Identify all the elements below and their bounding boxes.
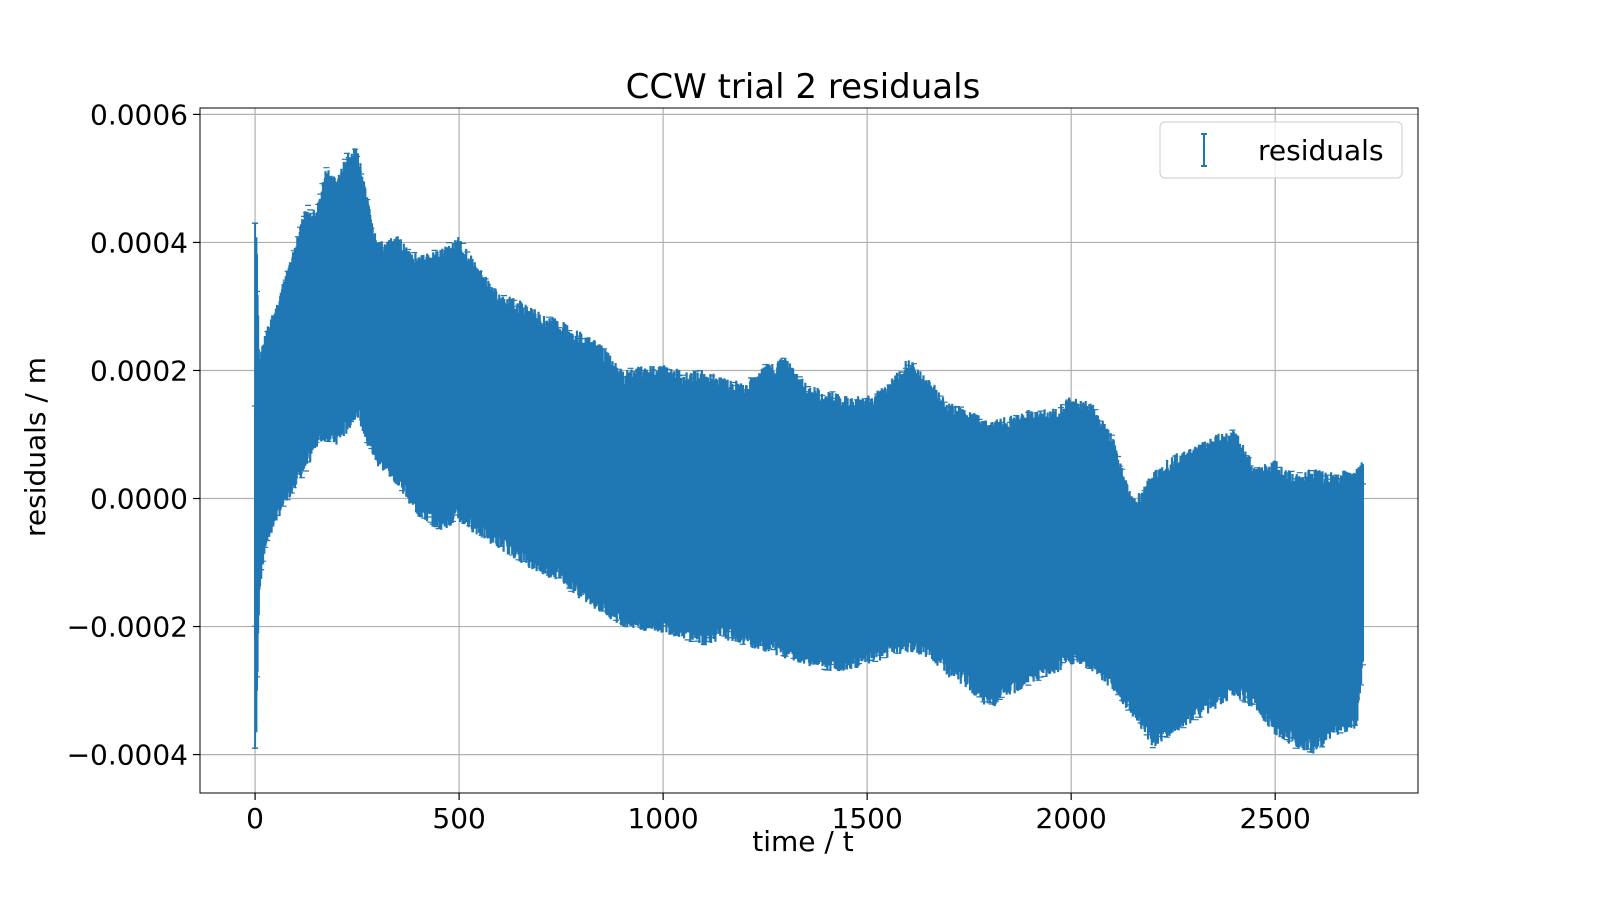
y-tick-label: −0.0004	[67, 739, 188, 772]
y-tick-label: 0.0002	[90, 354, 188, 387]
y-tick-label: 0.0004	[90, 226, 188, 259]
x-tick-label: 2500	[1240, 802, 1311, 835]
legend-errorbar-icon	[1201, 133, 1207, 167]
x-tick-label: 1500	[832, 802, 903, 835]
x-tick-label: 0	[246, 802, 264, 835]
x-tick-label: 2000	[1036, 802, 1107, 835]
legend: residuals	[1159, 121, 1403, 179]
data-series-residuals	[252, 148, 1366, 754]
plot-frame	[199, 107, 1419, 794]
legend-box	[1159, 121, 1403, 179]
y-axis-label: residuals / m	[19, 357, 52, 537]
y-tick-label: 0.0006	[90, 98, 188, 131]
chart-title: CCW trial 2 residuals	[626, 67, 981, 107]
x-tick-label: 500	[432, 802, 485, 835]
axis-ticks: 0 500 1000 1500 2000 2500 −0.0004 −0.0002 0.0000…	[67, 98, 1311, 835]
y-tick-label: −0.0002	[67, 611, 188, 644]
y-tick-label: 0.0000	[90, 483, 188, 516]
x-axis-label: time / t	[752, 825, 853, 858]
x-tick-label: 1000	[627, 802, 698, 835]
legend-entry-residuals: residuals	[1258, 134, 1384, 167]
